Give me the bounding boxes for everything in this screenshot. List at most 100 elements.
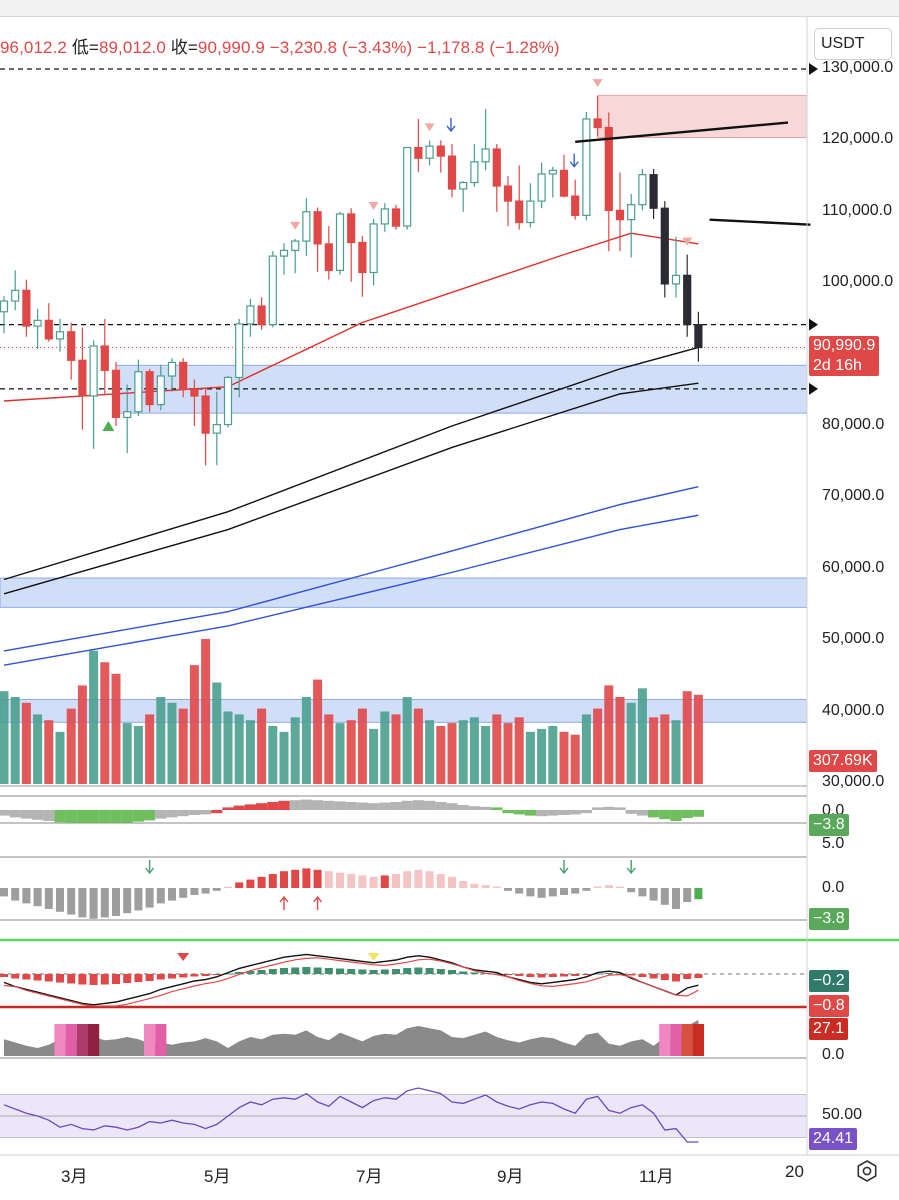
macd-line [3, 953, 699, 1006]
osc2-bar [235, 882, 244, 888]
trend-lines [575, 121, 811, 226]
volume-bar [503, 723, 513, 784]
macd-bar [593, 973, 602, 975]
osc1-band [256, 803, 268, 810]
candle-body [111, 369, 121, 419]
down-arrow-blue-icon [569, 153, 579, 168]
osc2-value-tag: −3.8 [809, 908, 849, 930]
candle-body [459, 181, 468, 190]
osc2-bar [369, 876, 378, 888]
price-tick: 130,000.0 [822, 59, 894, 76]
candle-body [526, 200, 535, 224]
osc2-bar [403, 871, 412, 888]
volume-bar [346, 720, 356, 784]
change2-percent: (−1.28%) [489, 38, 560, 57]
macd-bar [369, 970, 378, 974]
low-label: 低= [71, 38, 99, 57]
candle-body [55, 331, 65, 340]
osc2-bar [481, 885, 490, 888]
osc1-band [177, 810, 189, 817]
candle-body [481, 148, 490, 163]
volume-bar [469, 717, 479, 784]
volume-bar [301, 697, 311, 784]
osc1-band [155, 810, 167, 819]
adx-highlight [76, 1024, 88, 1056]
macd-bar [190, 974, 199, 977]
candle-body [649, 174, 658, 209]
adx-value-tag: 27.1 [809, 1018, 849, 1040]
macd-bar [571, 974, 580, 976]
osc1-band [614, 807, 626, 810]
adx-area [4, 1019, 699, 1056]
candle-body [33, 319, 42, 327]
settings-gear-icon[interactable] [856, 1160, 878, 1182]
osc1-band [244, 804, 256, 810]
osc2-bar [459, 881, 468, 888]
level-arrow-marker [809, 318, 818, 331]
candle-body [212, 423, 221, 434]
volume-bars [0, 639, 703, 784]
volume-bar [357, 708, 367, 784]
candle-body [694, 324, 703, 349]
candle-body [0, 300, 9, 313]
osc1-band [323, 800, 335, 810]
candle-body [156, 375, 165, 406]
osc2-bar [560, 888, 568, 895]
down-triangle-pink-icon [424, 123, 435, 132]
candle-body [559, 169, 569, 197]
x-tick-jul: 7月 [356, 1167, 383, 1186]
osc1-band [446, 803, 458, 810]
macd-bar [291, 967, 300, 974]
currency-selector[interactable]: USDT [814, 28, 892, 60]
rsi-line [3, 1087, 699, 1143]
volume-bar [671, 720, 681, 784]
adx-highlight [681, 1024, 693, 1056]
volume-bar [537, 728, 547, 784]
candle-body [492, 148, 501, 187]
osc2-bar [190, 888, 199, 895]
candle-body [403, 146, 412, 227]
macd-bar [660, 974, 669, 980]
osc2-bar [268, 874, 277, 888]
candle-body [436, 145, 445, 157]
osc1-band [300, 799, 312, 810]
candle-body [201, 395, 210, 434]
low-value: 89,012.0 [98, 38, 166, 57]
volume-bar [44, 720, 54, 784]
osc2-bar [145, 888, 154, 908]
osc1-band [356, 802, 368, 810]
candle-body [22, 289, 31, 327]
open-value: 96,012.2 [0, 38, 67, 57]
osc1-band [670, 810, 682, 821]
macd-bar [257, 970, 266, 974]
osc2-bar [280, 871, 288, 888]
macd-sell-marker-icon [177, 953, 190, 961]
osc2-bar [22, 888, 31, 904]
macd-bar [156, 974, 165, 980]
volume-bar [604, 685, 614, 784]
adx-pane [4, 1019, 704, 1056]
osc2-bar [257, 876, 266, 888]
osc2-bar [425, 871, 434, 888]
zone-blue [0, 577, 808, 608]
osc1-band [603, 806, 615, 810]
macd-bar [627, 974, 636, 976]
volume-bar [212, 682, 222, 784]
osc1-band [222, 807, 234, 810]
x-tick-20: 20 [785, 1162, 804, 1181]
volume-bar [156, 697, 166, 784]
down-triangle-pink-icon [290, 221, 301, 230]
macd-bar [638, 974, 647, 977]
x-tick-may: 5月 [204, 1167, 231, 1186]
last-price-value: 90,990.9 [813, 337, 876, 354]
volume-bar [481, 726, 491, 784]
ma-black-slow [3, 382, 699, 595]
adx-highlight [670, 1024, 682, 1056]
candle-body [515, 200, 524, 224]
dashed-levels [0, 63, 818, 395]
macd-bar [425, 968, 434, 974]
osc2-bar [336, 872, 344, 888]
up-triangle-green-icon [102, 421, 115, 432]
adx-highlight [54, 1024, 66, 1056]
